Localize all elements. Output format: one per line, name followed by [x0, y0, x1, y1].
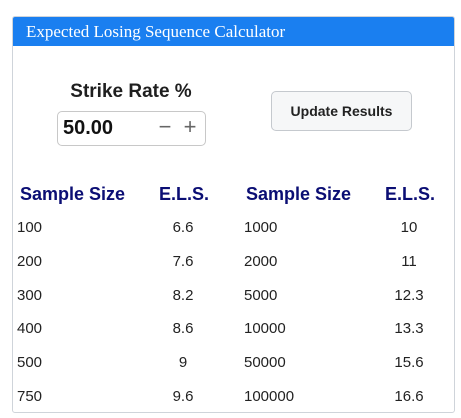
- els-cell: 8.2: [172, 287, 194, 304]
- header-sample-size-right: Sample Size: [246, 184, 352, 204]
- header-els-left: E.L.S.: [159, 184, 210, 204]
- els-cell: 15.6: [394, 354, 424, 371]
- els-cell: 7.6: [172, 253, 194, 270]
- sample-size-cell: 5000: [244, 287, 278, 304]
- sample-size-cell: 100: [17, 219, 43, 236]
- strike-rate-stepper[interactable]: 50.00 − +: [57, 111, 206, 146]
- els-cell: 11: [401, 253, 417, 270]
- header-sample-size-left: Sample Size: [20, 184, 126, 204]
- decrement-button[interactable]: −: [158, 114, 172, 139]
- els-cell: 13.3: [394, 320, 424, 337]
- sample-size-cell: 300: [17, 287, 43, 304]
- sample-size-cell: 750: [17, 388, 43, 405]
- sample-size-cell: 200: [17, 253, 43, 270]
- els-cell: 10: [400, 219, 418, 236]
- update-results-button[interactable]: Update Results: [271, 91, 412, 131]
- sample-size-cell: 400: [17, 320, 43, 337]
- header-els-right: E.L.S.: [385, 184, 436, 204]
- els-cell: 9: [178, 354, 188, 371]
- strike-rate-value[interactable]: 50.00: [63, 117, 114, 139]
- sample-size-cell: 100000: [244, 388, 295, 405]
- sample-size-cell: 500: [17, 354, 43, 371]
- sample-size-cell: 2000: [244, 253, 278, 270]
- els-cell: 9.6: [172, 388, 194, 405]
- increment-button[interactable]: +: [183, 114, 197, 139]
- els-cell: 8.6: [172, 320, 194, 337]
- els-cell: 16.6: [394, 388, 424, 405]
- els-cell: 6.6: [172, 219, 194, 236]
- sample-size-cell: 1000: [244, 219, 278, 236]
- sample-size-cell: 50000: [244, 354, 286, 371]
- strike-rate-label: Strike Rate %: [70, 81, 192, 102]
- sample-size-cell: 10000: [244, 320, 286, 337]
- els-cell: 12.3: [394, 287, 424, 304]
- panel-header: Expected Losing Sequence Calculator: [13, 17, 454, 46]
- calculator-panel: Expected Losing Sequence Calculator Stri…: [12, 16, 455, 413]
- panel-title: Expected Losing Sequence Calculator: [26, 22, 286, 41]
